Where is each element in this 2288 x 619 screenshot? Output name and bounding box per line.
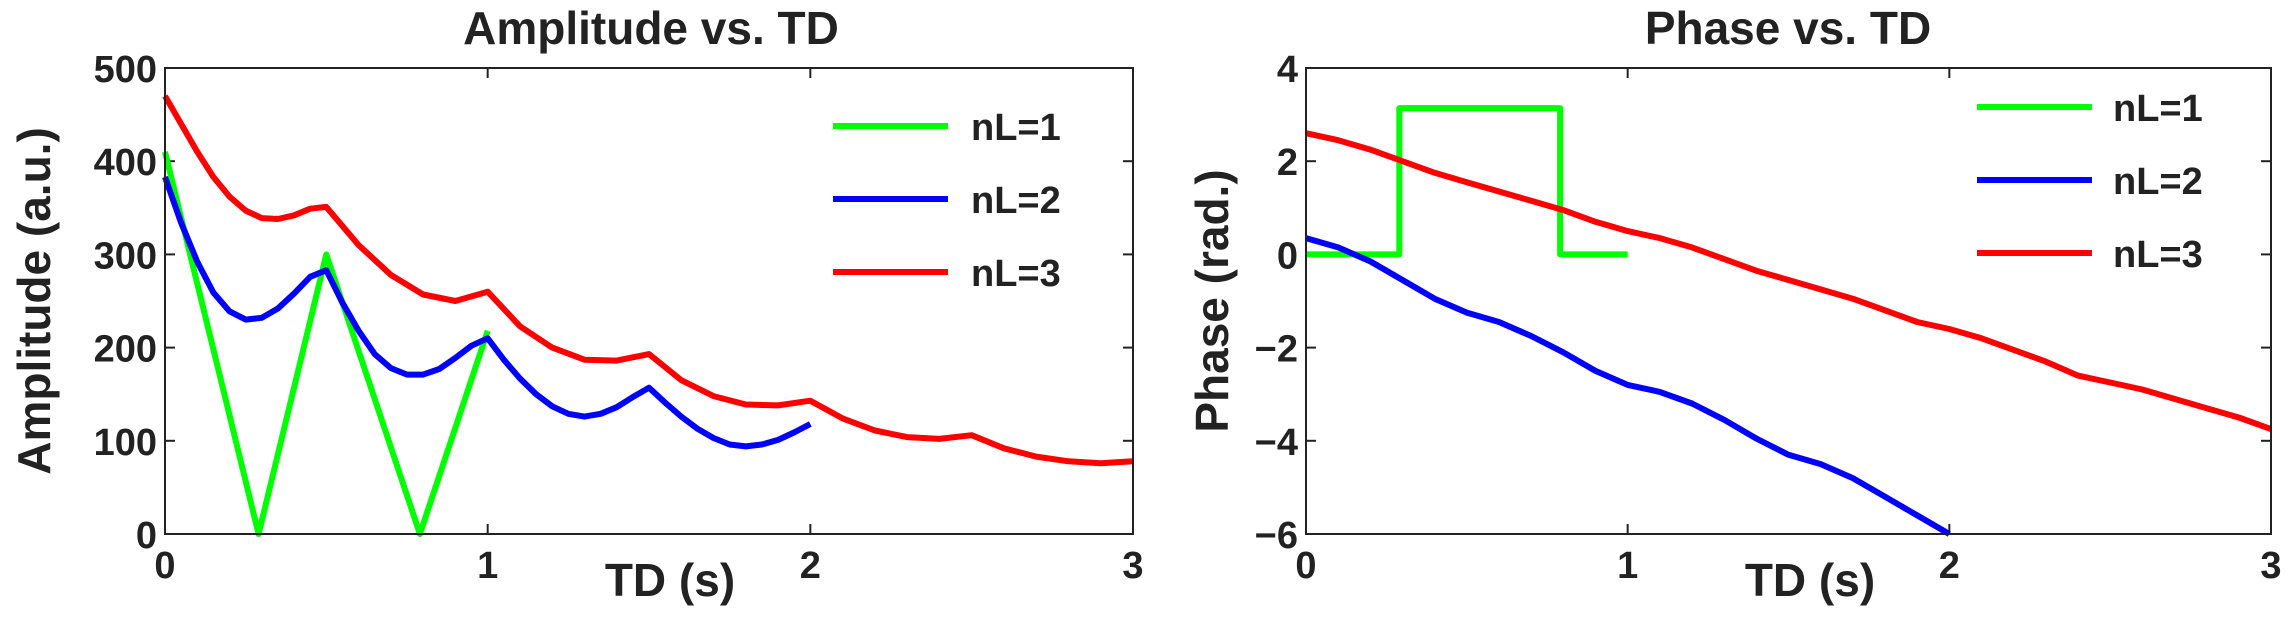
amplitude-x-tick-label: 1 [477,545,498,587]
phase-legend-label-2: nL=2 [2113,161,2203,203]
amplitude-y-axis-label: Amplitude (a.u.) [8,127,60,475]
phase-axes-box [1305,67,2272,535]
amplitude-series-line-1 [162,151,491,537]
phase-y-tick-label: 0 [1277,235,1298,277]
phase-y-tick-label: −4 [1255,422,1298,464]
phase-x-tick-label: 2 [1939,545,1960,587]
amplitude-series-line-2 [162,176,812,450]
phase-series-line-1 [1306,105,1628,258]
phase-series-line-2 [1305,235,1951,537]
phase-y-tick-label: 4 [1277,49,1298,91]
phase-legend-label-3: nL=3 [2113,234,2203,276]
amplitude-y-tick-label: 0 [136,515,157,557]
phase-plot-area: 0 1 2 3 −6 −4 −2 0 2 4 [1255,49,2282,587]
amplitude-x-tick-label: 2 [800,545,821,587]
phase-series-line-3 [1305,130,2273,432]
phase-legend-label-1: nL=1 [2113,88,2203,130]
amplitude-legend-label-1: nL=1 [971,107,1061,149]
phase-x-tick-label: 3 [2260,545,2281,587]
amplitude-chart: Amplitude vs. TD 0 1 2 3 0 100 200 300 400 500 TD… [8,2,1144,606]
amplitude-legend-label-3: nL=3 [971,253,1061,295]
phase-chart: Phase vs. TD 0 1 2 3 −6 −4 −2 0 2 4 TD (s) Phase … [1186,2,2282,606]
amplitude-axes-box [164,67,1134,535]
amplitude-chart-title: Amplitude vs. TD [463,2,839,54]
amplitude-y-tick-label: 500 [94,49,157,91]
amplitude-series-line-3 [162,94,1134,467]
amplitude-legend-label-2: nL=2 [971,180,1061,222]
amplitude-y-tick-label: 100 [94,422,157,464]
phase-y-tick-label: 2 [1277,142,1298,184]
amplitude-y-tick-label: 300 [94,235,157,277]
amplitude-x-tick-label: 3 [1122,545,1143,587]
amplitude-y-tick-label: 400 [94,142,157,184]
phase-x-axis-label: TD (s) [1745,554,1875,606]
phase-legend: nL=1 nL=2 nL=3 [1977,88,2203,276]
phase-y-tick-label: −2 [1255,329,1298,371]
phase-chart-title: Phase vs. TD [1645,2,1931,54]
phase-x-tick-label: 0 [1295,545,1316,587]
amplitude-x-tick-label: 0 [154,545,175,587]
phase-y-tick-label: −6 [1255,515,1298,557]
amplitude-y-tick-label: 200 [94,329,157,371]
phase-y-axis-label: Phase (rad.) [1186,169,1238,432]
amplitude-x-axis-label: TD (s) [605,554,735,606]
phase-x-tick-label: 1 [1617,545,1638,587]
amplitude-plot-area: 0 1 2 3 0 100 200 300 400 500 [94,49,1144,587]
amplitude-legend: nL=1 nL=2 nL=3 [833,107,1061,295]
